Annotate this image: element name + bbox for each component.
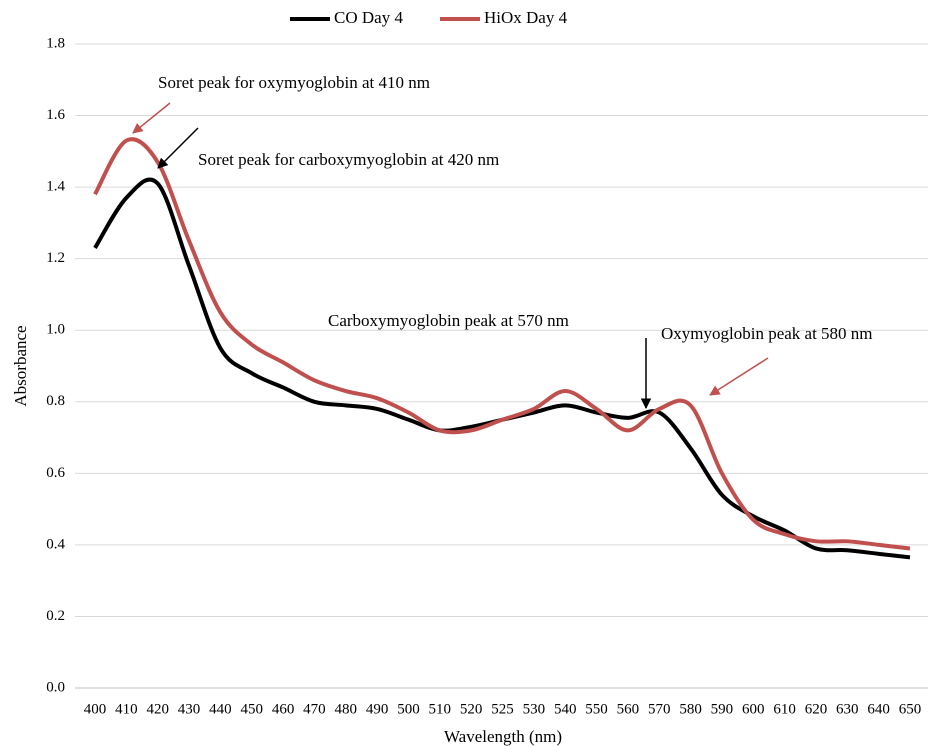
y-tick-label: 0.8 [46,393,65,409]
y-tick-label: 1.6 [46,107,65,123]
y-tick-label: 0.6 [46,465,65,481]
annotation-arrow [132,102,171,134]
x-tick-label: 620 [805,701,828,717]
y-tick-label: 1.2 [46,250,65,266]
x-tick-label: 520 [460,701,483,717]
x-tick-label: 600 [742,701,765,717]
grid: 0.0 0.2 0.4 0.6 0.8 1.0 1.2 1.4 1.6 1.8 400 410 420 4… [46,35,928,717]
x-tick-label: 420 [146,701,169,717]
x-tick-label: 570 [648,701,671,717]
lines [93,137,911,560]
y-tick-label: 0.4 [46,536,65,552]
x-axis-label: Wavelength (nm) [444,727,562,746]
annotation-arrow [157,127,199,169]
x-tick-label: 500 [397,701,420,717]
x-tick-label: 480 [335,701,358,717]
y-tick-label: 0.0 [46,679,65,695]
x-tick-label: 470 [303,701,326,717]
legend-label: CO Day 4 [334,8,403,27]
x-tick-label: 525 [491,701,514,717]
x-tick-label: 400 [84,701,107,717]
y-tick-label: 1.0 [46,322,65,338]
x-tick-label: 510 [429,701,452,717]
annotation: Soret peak for oxymyoglobin at 410 nm [158,73,430,92]
x-tick-label: 580 [679,701,702,717]
x-tick-label: 540 [554,701,577,717]
x-tick-label: 610 [773,701,796,717]
annotation: Soret peak for carboxymyoglobin at 420 n… [198,150,499,169]
annotation: Carboxymyoglobin peak at 570 nm [328,311,569,330]
annotation-arrow [709,357,769,396]
x-tick-label: 590 [711,701,734,717]
series-line [93,137,911,551]
legend-label: HiOx Day 4 [484,8,568,27]
legend: CO Day 4 HiOx Day 4 [290,8,568,27]
x-tick-label: 550 [585,701,608,717]
y-tick-label: 0.2 [46,608,65,624]
x-tick-label: 530 [523,701,546,717]
x-tick-label: 490 [366,701,389,717]
y-tick-label: 1.4 [46,179,65,195]
x-tick-label: 430 [178,701,201,717]
y-tick-label: 1.8 [46,35,65,51]
x-tick-label: 460 [272,701,295,717]
series-line [93,177,911,560]
x-tick-label: 560 [617,701,640,717]
x-tick-label: 630 [836,701,859,717]
x-tick-label: 640 [867,701,890,717]
x-tick-label: 440 [209,701,232,717]
x-tick-label: 410 [115,701,138,717]
y-axis-label: Absorbance [11,325,30,406]
x-tick-label: 650 [899,701,922,717]
x-tick-label: 450 [240,701,263,717]
annotation: Oxymyoglobin peak at 580 nm [661,324,873,343]
